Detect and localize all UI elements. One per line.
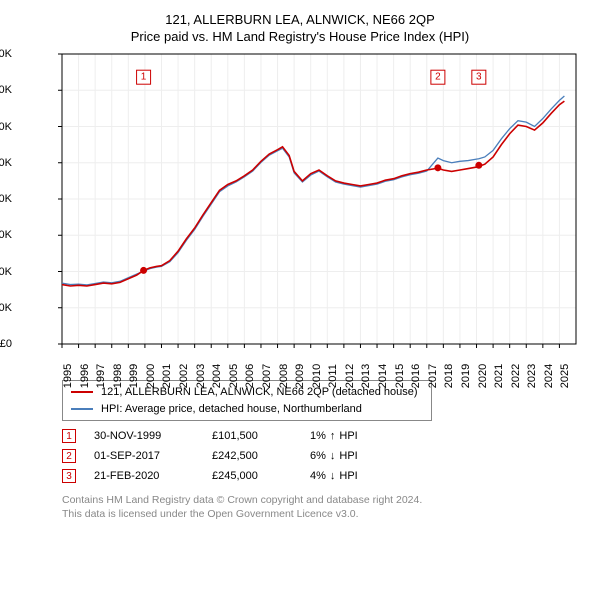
x-axis-label: 2007 [261,364,273,388]
event-date: 01-SEP-2017 [94,450,194,462]
x-axis-label: 2021 [493,364,505,388]
title-main: 121, ALLERBURN LEA, ALNWICK, NE66 2QP [16,12,584,27]
marker-dot-3 [475,162,482,169]
event-hpi: 6% ↓HPI [310,450,358,462]
x-axis-label: 1999 [128,364,140,388]
arrow-down-icon: ↓ [330,450,336,462]
x-axis-label: 2005 [228,364,240,388]
marker-label-1: 1 [141,72,147,83]
chart-svg: 1 2 3 [16,50,584,370]
x-axis-label: 2013 [360,364,372,388]
legend-swatch [71,408,93,410]
titles: 121, ALLERBURN LEA, ALNWICK, NE66 2QP Pr… [16,12,584,44]
arrow-down-icon: ↓ [330,470,336,482]
event-marker: 3 [62,469,76,483]
x-axis-label: 2011 [327,364,339,388]
x-axis-label: 1997 [95,364,107,388]
x-axis-label: 2000 [145,364,157,388]
legend-row: HPI: Average price, detached house, Nort… [71,401,423,418]
x-axis-label: 2004 [211,364,223,388]
x-axis-label: 2019 [460,364,472,388]
title-sub: Price paid vs. HM Land Registry's House … [16,29,584,44]
x-axis-label: 2012 [344,364,356,388]
event-date: 21-FEB-2020 [94,470,194,482]
events-table: 130-NOV-1999£101,5001%↑HPI201-SEP-2017£2… [62,429,584,483]
marker-label-3: 3 [476,72,482,83]
event-pct: 4% [310,470,326,482]
x-axis-label: 2003 [195,364,207,388]
y-axis-label: £0 [0,338,12,350]
x-axis-label: 2001 [161,364,173,388]
x-axis-label: 2020 [477,364,489,388]
x-axis-label: 2022 [510,364,522,388]
event-date: 30-NOV-1999 [94,430,194,442]
event-marker: 2 [62,449,76,463]
y-axis-label: £350K [0,84,12,96]
container: 121, ALLERBURN LEA, ALNWICK, NE66 2QP Pr… [0,0,600,533]
event-pct: 1% [310,430,326,442]
x-axis-label: 2006 [244,364,256,388]
event-price: £101,500 [212,430,292,442]
x-axis-label: 2009 [294,364,306,388]
event-row: 2 01-SEP-2017 £242,500 6% ↓HPI [62,449,584,463]
event-marker: 1 [62,429,76,443]
event-price: £245,000 [212,470,292,482]
x-axis-label: 2017 [427,364,439,388]
x-axis-label: 2008 [278,364,290,388]
event-suffix: HPI [339,430,357,442]
x-axis-label: 2010 [311,364,323,388]
series-property [62,101,564,286]
marker-label-2: 2 [435,72,441,83]
series-hpi [62,96,564,285]
legend-text: HPI: Average price, detached house, Nort… [101,401,362,418]
event-row: 1 30-NOV-1999 £101,500 1% ↑HPI [62,429,584,443]
x-axis-label: 2023 [526,364,538,388]
y-axis-label: £50K [0,302,12,314]
x-axis-label: 1996 [79,364,91,388]
event-hpi: 1% ↑HPI [310,430,358,442]
x-axis-label: 2014 [377,364,389,388]
event-row: 3 21-FEB-2020 £245,000 4% ↓HPI [62,469,584,483]
footnote: Contains HM Land Registry data © Crown c… [62,493,562,521]
event-price: £242,500 [212,450,292,462]
x-axis-label: 2002 [178,364,190,388]
arrow-up-icon: ↑ [330,430,336,442]
marker-dot-2 [434,164,441,171]
y-axis-label: £200K [0,193,12,205]
x-axis-label: 2018 [443,364,455,388]
legend-swatch [71,391,93,393]
chart: 123 £0£50K£100K£150K£200K£250K£300K£350K… [16,50,584,370]
y-axis-label: £250K [0,157,12,169]
x-axis-label: 2015 [394,364,406,388]
y-axis-label: £300K [0,121,12,133]
x-axis-label: 2024 [543,364,555,388]
footnote-line2: This data is licensed under the Open Gov… [62,507,562,521]
event-hpi: 4% ↓HPI [310,470,358,482]
marker-dot-1 [140,267,147,274]
event-pct: 6% [310,450,326,462]
y-axis-label: £150K [0,229,12,241]
x-axis-label: 1995 [62,364,74,388]
x-axis-label: 2016 [410,364,422,388]
x-axis-label: 1998 [112,364,124,388]
x-axis-label: 2025 [559,364,571,388]
event-suffix: HPI [339,450,357,462]
y-axis-label: £400K [0,48,12,60]
y-axis-label: £100K [0,266,12,278]
footnote-line1: Contains HM Land Registry data © Crown c… [62,493,562,507]
event-suffix: HPI [339,470,357,482]
